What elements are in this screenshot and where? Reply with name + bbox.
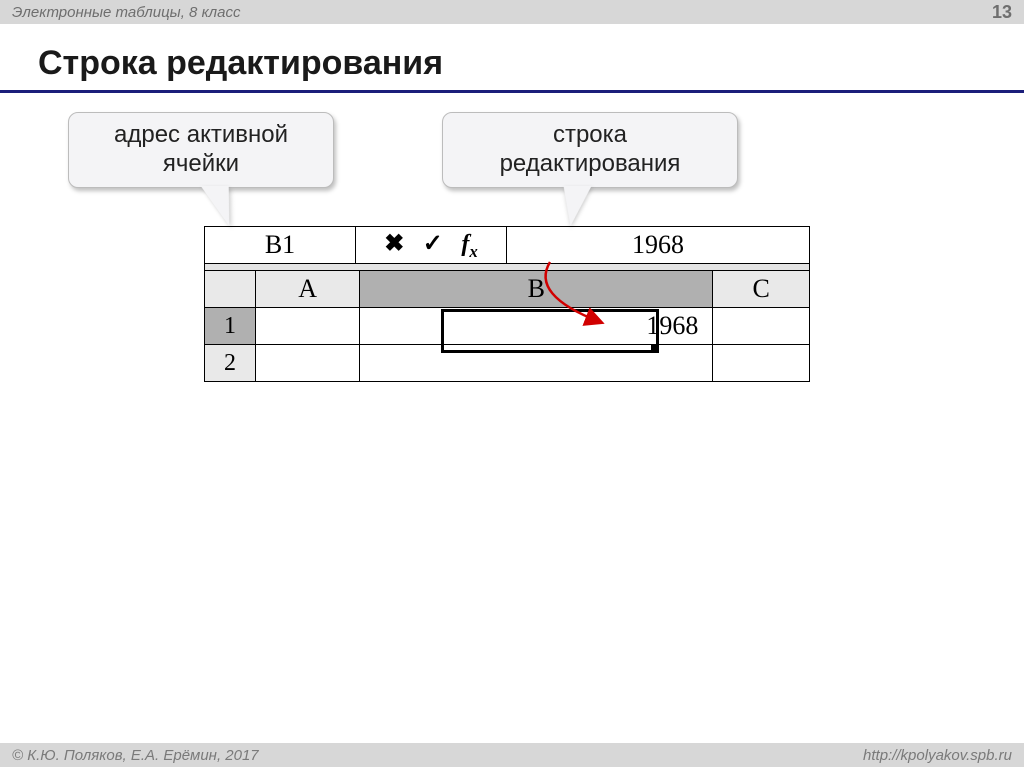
cancel-icon[interactable]: ✖ bbox=[384, 229, 404, 258]
cell-A1[interactable] bbox=[256, 308, 360, 345]
cell-B2[interactable] bbox=[360, 345, 713, 382]
fx-icon[interactable]: fx bbox=[461, 231, 477, 262]
footer-right: http://kpolyakov.spb.ru bbox=[863, 747, 1012, 764]
accept-icon[interactable]: ✓ bbox=[423, 229, 443, 258]
cell-B1[interactable]: 1968 bbox=[360, 308, 713, 345]
page-title: Строка редактирования bbox=[38, 44, 443, 83]
header-left: Электронные таблицы, 8 класс bbox=[12, 4, 240, 21]
formula-bar-table: B1 ✖ ✓ fx 1968 bbox=[204, 226, 810, 270]
slide: Электронные таблицы, 8 класс 13 Строка р… bbox=[0, 0, 1024, 767]
cell-C1[interactable] bbox=[713, 308, 810, 345]
title-underline bbox=[0, 90, 1024, 93]
cell-A2[interactable] bbox=[256, 345, 360, 382]
formula-input[interactable]: 1968 bbox=[507, 227, 810, 264]
col-header-A[interactable]: A bbox=[256, 271, 360, 308]
callout-active-cell-address: адрес активной ячейки bbox=[68, 112, 334, 188]
column-header-row: A B C bbox=[205, 271, 810, 308]
corner-cell[interactable] bbox=[205, 271, 256, 308]
callout-tail bbox=[201, 186, 244, 226]
col-header-B[interactable]: B bbox=[360, 271, 713, 308]
row-header-1[interactable]: 1 bbox=[205, 308, 256, 345]
cell-C2[interactable] bbox=[713, 345, 810, 382]
callout-tail bbox=[556, 186, 591, 226]
row-header-2[interactable]: 2 bbox=[205, 345, 256, 382]
row-2: 2 bbox=[205, 345, 810, 382]
page-number: 13 bbox=[992, 2, 1012, 23]
name-box[interactable]: B1 bbox=[205, 227, 356, 264]
slide-footer: К.Ю. Поляков, Е.А. Ерёмин, 2017 http://k… bbox=[0, 743, 1024, 767]
callout-edit-line: строка редактирования bbox=[442, 112, 738, 188]
selection-handle[interactable] bbox=[651, 345, 659, 353]
spreadsheet-mock: B1 ✖ ✓ fx 1968 A B C 1 1 bbox=[204, 226, 810, 382]
footer-left: К.Ю. Поляков, Е.А. Ерёмин, 2017 bbox=[12, 747, 259, 764]
grid-table: A B C 1 1968 2 bbox=[204, 270, 810, 382]
row-1: 1 1968 bbox=[205, 308, 810, 345]
slide-header: Электронные таблицы, 8 класс 13 bbox=[0, 0, 1024, 24]
formula-bar-icons: ✖ ✓ fx bbox=[356, 227, 507, 264]
formula-bar-row: B1 ✖ ✓ fx 1968 bbox=[205, 227, 810, 264]
col-header-C[interactable]: C bbox=[713, 271, 810, 308]
